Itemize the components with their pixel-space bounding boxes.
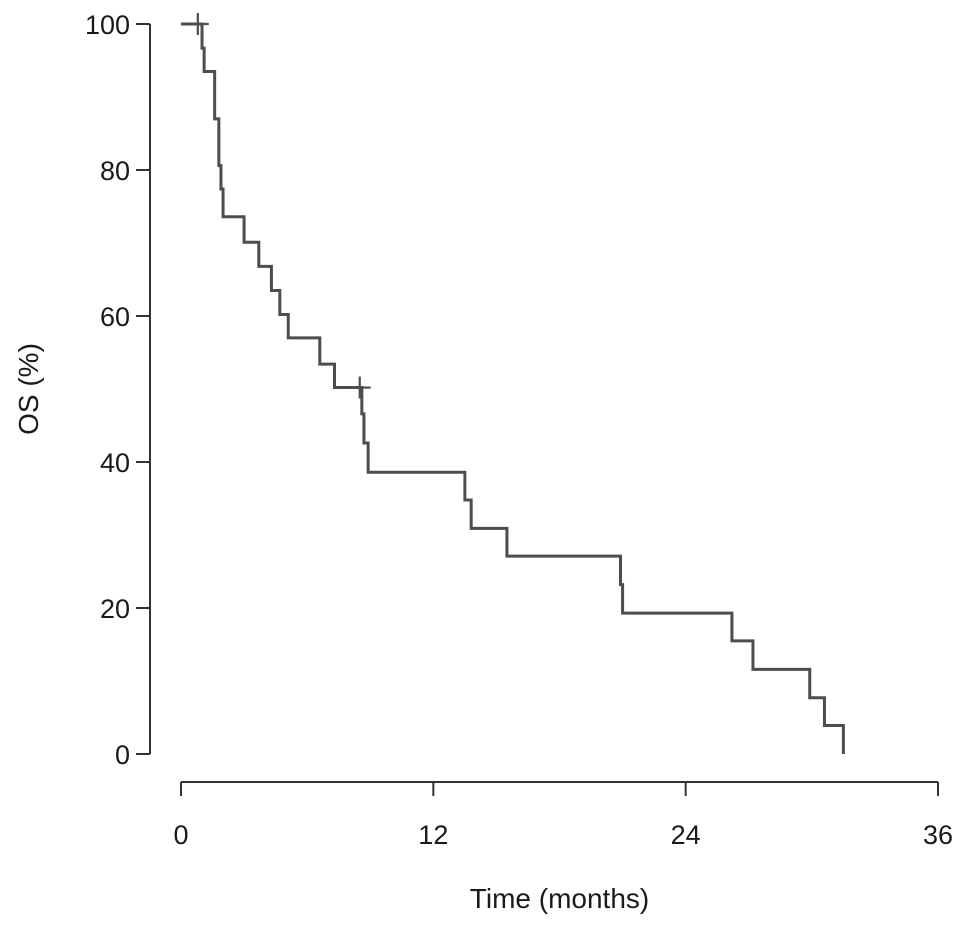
survival-curve	[181, 22, 845, 754]
x-tick-label: 0	[173, 820, 188, 850]
y-tick-label: 60	[100, 302, 130, 332]
y-tick-label: 100	[85, 10, 130, 40]
y-axis-title: OS (%)	[13, 343, 44, 435]
x-tick-label: 12	[418, 820, 448, 850]
y-axis: 0 20 40 60 80 100	[85, 10, 151, 770]
y-tick-label: 0	[115, 740, 130, 770]
plot-area	[181, 13, 845, 754]
censor-mark	[186, 13, 209, 35]
x-axis: 0 12 24 36	[173, 781, 953, 850]
x-tick-label: 36	[923, 820, 953, 850]
y-tick-label: 20	[100, 594, 130, 624]
x-axis-title: Time (months)	[470, 883, 649, 914]
censor-mark	[348, 376, 371, 399]
y-tick-label: 80	[100, 156, 130, 186]
x-tick-label: 24	[671, 820, 701, 850]
y-tick-label: 40	[100, 448, 130, 478]
